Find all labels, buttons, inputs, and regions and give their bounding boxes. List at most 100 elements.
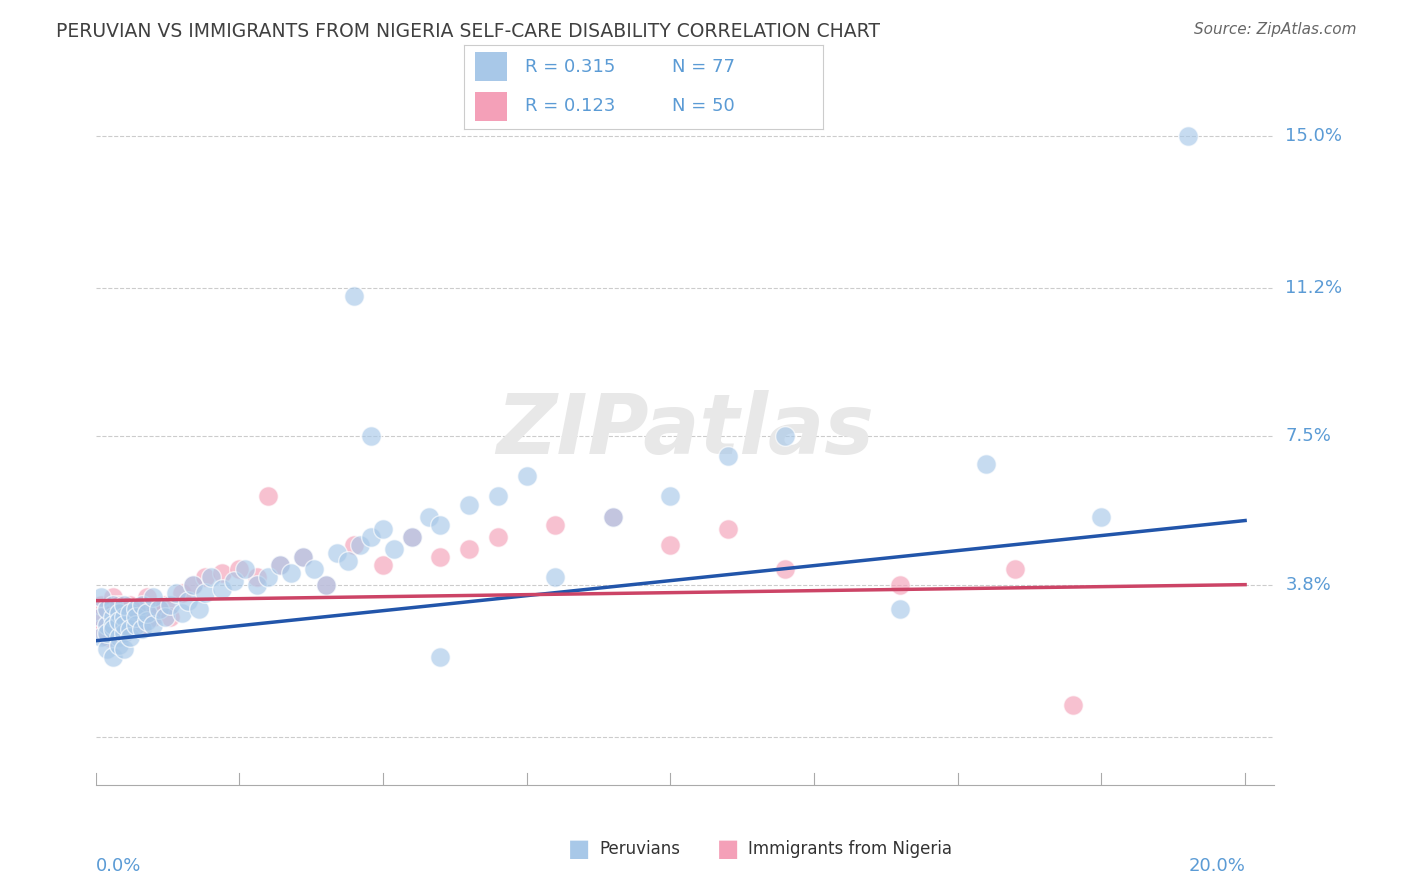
Point — [602, 509, 624, 524]
Point — [120, 606, 142, 620]
Point — [101, 598, 124, 612]
Text: PERUVIAN VS IMMIGRANTS FROM NIGERIA SELF-CARE DISABILITY CORRELATION CHART: PERUVIAN VS IMMIGRANTS FROM NIGERIA SELF… — [56, 22, 880, 41]
Point — [429, 549, 451, 564]
Point — [384, 541, 406, 556]
Point — [371, 522, 394, 536]
Point — [176, 593, 198, 607]
Point — [291, 549, 314, 564]
Point — [101, 614, 124, 628]
Point — [96, 625, 118, 640]
Point — [101, 606, 124, 620]
Point — [120, 609, 142, 624]
Point — [131, 598, 153, 612]
Text: R = 0.123: R = 0.123 — [524, 97, 616, 115]
Text: N = 77: N = 77 — [672, 58, 735, 76]
Point — [194, 585, 217, 599]
Point — [717, 450, 740, 464]
Point — [96, 630, 118, 644]
Text: N = 50: N = 50 — [672, 97, 735, 115]
Point — [101, 609, 124, 624]
Point — [96, 601, 118, 615]
Point — [233, 561, 256, 575]
Point — [90, 609, 112, 624]
Point — [257, 569, 280, 583]
Text: Immigrants from Nigeria: Immigrants from Nigeria — [748, 840, 952, 858]
Point — [96, 601, 118, 615]
Point — [889, 601, 911, 615]
Point — [302, 561, 325, 575]
Point — [142, 590, 165, 604]
Point — [107, 598, 129, 612]
Point — [112, 617, 135, 632]
Point — [148, 601, 170, 615]
Text: 0.0%: 0.0% — [96, 857, 141, 875]
Point — [101, 617, 124, 632]
Point — [775, 429, 797, 443]
Point — [1090, 509, 1112, 524]
Point — [112, 617, 135, 632]
Point — [269, 558, 291, 572]
Text: R = 0.315: R = 0.315 — [524, 58, 616, 76]
Point — [125, 609, 148, 624]
Point — [360, 530, 382, 544]
Point — [315, 577, 337, 591]
Point — [602, 509, 624, 524]
Point — [659, 538, 682, 552]
Point — [165, 585, 187, 599]
Point — [200, 569, 222, 583]
Point — [222, 574, 245, 588]
Point — [360, 429, 382, 443]
Point — [148, 601, 170, 615]
Point — [516, 469, 538, 483]
Point — [90, 622, 112, 636]
Point — [343, 289, 366, 303]
FancyBboxPatch shape — [475, 92, 508, 120]
Point — [659, 490, 682, 504]
Point — [401, 530, 423, 544]
Point — [120, 630, 142, 644]
Text: ZIPatlas: ZIPatlas — [496, 390, 873, 471]
Point — [90, 630, 112, 644]
Point — [136, 606, 159, 620]
Point — [96, 617, 118, 632]
Point — [125, 606, 148, 620]
Point — [120, 622, 142, 636]
Text: 11.2%: 11.2% — [1285, 279, 1343, 297]
Point — [170, 606, 193, 620]
Point — [107, 614, 129, 628]
Point — [343, 538, 366, 552]
Point — [458, 541, 481, 556]
Point — [101, 622, 124, 636]
Text: ■: ■ — [568, 838, 591, 861]
Point — [1177, 128, 1199, 143]
Point — [228, 561, 250, 575]
Point — [401, 530, 423, 544]
Point — [1004, 561, 1026, 575]
Point — [181, 577, 204, 591]
Point — [486, 530, 509, 544]
Point — [269, 558, 291, 572]
Point — [96, 617, 118, 632]
Text: Peruvians: Peruvians — [599, 840, 681, 858]
Point — [90, 609, 112, 624]
Point — [349, 538, 371, 552]
Point — [159, 609, 181, 624]
Point — [112, 625, 135, 640]
Point — [976, 458, 998, 472]
Point — [153, 598, 176, 612]
Point — [125, 617, 148, 632]
Point — [131, 598, 153, 612]
Point — [131, 617, 153, 632]
Point — [775, 561, 797, 575]
Point — [188, 601, 211, 615]
Point — [486, 490, 509, 504]
Point — [125, 614, 148, 628]
Point — [544, 569, 567, 583]
Point — [153, 609, 176, 624]
Point — [107, 606, 129, 620]
Point — [315, 577, 337, 591]
Text: ■: ■ — [717, 838, 740, 861]
FancyBboxPatch shape — [475, 53, 508, 81]
Point — [371, 558, 394, 572]
Point — [131, 622, 153, 636]
